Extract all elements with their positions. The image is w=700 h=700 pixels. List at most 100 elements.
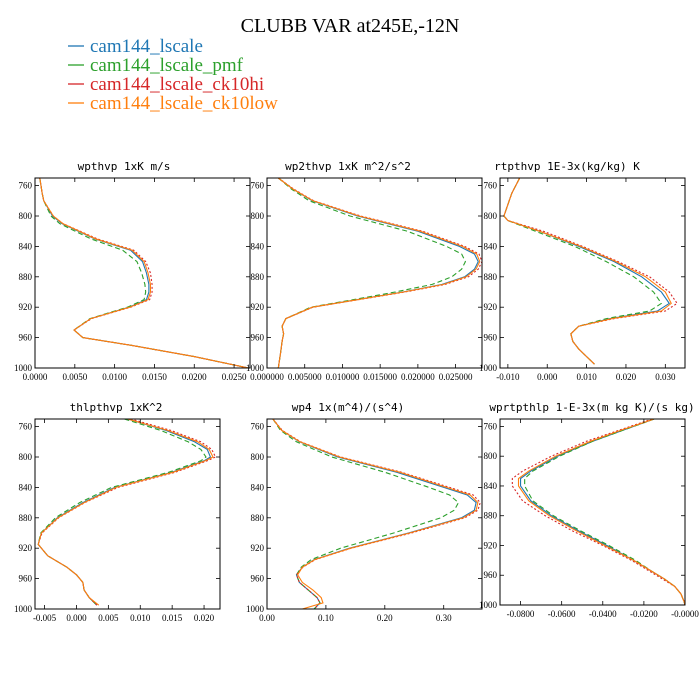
x-tick-label: -0.0200 xyxy=(630,609,658,619)
x-tick-label: 0.10 xyxy=(318,613,334,623)
x-tick-label: -0.0000 xyxy=(671,609,699,619)
x-tick-label: 0.010 xyxy=(576,372,597,382)
y-tick-label: 960 xyxy=(251,574,265,584)
y-tick-label: 840 xyxy=(484,241,498,251)
x-tick-label: -0.010 xyxy=(496,372,520,382)
y-tick-label: 800 xyxy=(251,452,265,462)
x-tick-label: 0.015000 xyxy=(363,372,397,382)
y-tick-label: 800 xyxy=(484,211,498,221)
y-tick-label: 960 xyxy=(19,574,33,584)
panel-title: wp2thvp 1xK m^2/s^2 xyxy=(285,160,411,173)
y-tick-label: 920 xyxy=(251,302,265,312)
x-tick-label: 0.010000 xyxy=(326,372,360,382)
x-tick-label: 0.020000 xyxy=(401,372,435,382)
plot-frame xyxy=(34,418,221,610)
y-tick-label: 1000 xyxy=(479,363,498,373)
y-tick-label: 960 xyxy=(484,333,498,343)
series-group xyxy=(39,178,249,368)
y-tick-label: 920 xyxy=(19,302,33,312)
series-line-4 xyxy=(503,178,672,365)
x-tick-label: 0.0000 xyxy=(23,372,48,382)
y-tick-label: 1000 xyxy=(14,604,33,614)
plot-frame xyxy=(499,418,686,606)
panel-3: rtpthvp 1E-3x(kg/kg) K 760 800 840 880 920 960… xyxy=(479,160,686,382)
y-tick-label: 1000 xyxy=(246,604,265,614)
series-line-2 xyxy=(272,419,460,609)
x-tick-label: 0.030 xyxy=(655,372,676,382)
series-group xyxy=(511,419,685,605)
figure-title: CLUBB VAR at245E,-12N xyxy=(241,15,460,37)
series-line-3 xyxy=(511,419,685,605)
y-tick-label: 920 xyxy=(484,302,498,312)
y-tick-label: 840 xyxy=(484,481,498,491)
y-tick-label: 840 xyxy=(251,482,265,492)
y-tick-label: 760 xyxy=(19,422,33,432)
series-line-1 xyxy=(39,178,249,368)
panel-title: rtpthvp 1E-3x(kg/kg) K xyxy=(494,160,640,173)
legend: cam144_lscalecam144_lscale_pmfcam144_lsc… xyxy=(68,36,278,114)
y-tick-label: 920 xyxy=(251,543,265,553)
x-tick-label: 0.025000 xyxy=(439,372,473,382)
series-line-2 xyxy=(277,178,467,368)
x-tick-label: 0.000000 xyxy=(250,372,284,382)
series-group xyxy=(503,178,678,365)
y-tick-label: 880 xyxy=(484,272,498,282)
x-tick-label: 0.00 xyxy=(259,613,275,623)
panel-title: wpthvp 1xK m/s xyxy=(78,160,171,173)
y-tick-label: 920 xyxy=(19,543,33,553)
y-tick-label: 960 xyxy=(19,333,33,343)
x-tick-label: -0.005 xyxy=(33,613,57,623)
legend-label: cam144_lscale_ck10hi xyxy=(90,74,264,95)
y-tick-label: 760 xyxy=(251,422,265,432)
y-tick-label: 840 xyxy=(19,482,33,492)
y-tick-label: 920 xyxy=(484,540,498,550)
x-tick-label: 0.015 xyxy=(162,613,183,623)
series-group xyxy=(272,419,481,609)
y-tick-label: 800 xyxy=(251,211,265,221)
legend-label: cam144_lscale xyxy=(90,36,203,57)
y-tick-label: 1000 xyxy=(246,363,265,373)
series-line-3 xyxy=(272,419,481,609)
x-tick-label: 0.0050 xyxy=(62,372,87,382)
series-group xyxy=(37,419,217,606)
series-line-3 xyxy=(277,178,482,368)
y-tick-label: 880 xyxy=(484,511,498,521)
legend-label: cam144_lscale_ck10low xyxy=(90,93,278,114)
x-tick-label: 0.000 xyxy=(537,372,558,382)
panel-title: thlpthvp 1xK^2 xyxy=(70,401,163,414)
series-line-1 xyxy=(272,419,477,609)
series-line-4 xyxy=(39,178,249,368)
x-tick-label: 0.010 xyxy=(130,613,151,623)
x-tick-label: 0.20 xyxy=(377,613,393,623)
y-tick-label: 1000 xyxy=(14,363,33,373)
y-tick-label: 760 xyxy=(484,181,498,191)
plot-frame xyxy=(499,177,686,369)
series-line-1 xyxy=(277,178,479,368)
plot-frame xyxy=(266,177,483,369)
series-line-2 xyxy=(524,419,685,605)
panel-title: wprtpthlp 1-E-3x(m kg K)/(s kg) xyxy=(489,401,694,414)
series-line-2 xyxy=(37,419,207,606)
y-tick-label: 800 xyxy=(484,451,498,461)
series-line-4 xyxy=(277,178,481,368)
series-line-4 xyxy=(272,419,479,609)
y-tick-label: 800 xyxy=(19,211,33,221)
panel-1: wpthvp 1xK m/s76080084088092096010000.00… xyxy=(14,160,251,382)
x-tick-label: 0.020 xyxy=(194,613,215,623)
y-tick-label: 880 xyxy=(19,513,33,523)
y-tick-label: 960 xyxy=(484,570,498,580)
plot-frame xyxy=(266,418,483,610)
x-tick-label: 0.0200 xyxy=(182,372,207,382)
x-tick-label: 0.020 xyxy=(616,372,637,382)
y-tick-label: 760 xyxy=(251,181,265,191)
y-tick-label: 840 xyxy=(251,241,265,251)
series-line-1 xyxy=(37,419,212,606)
x-tick-label: -0.0400 xyxy=(589,609,617,619)
y-tick-label: 880 xyxy=(251,513,265,523)
y-tick-label: 840 xyxy=(19,241,33,251)
y-tick-label: 760 xyxy=(19,181,33,191)
y-tick-label: 800 xyxy=(19,452,33,462)
x-tick-label: -0.0800 xyxy=(507,609,535,619)
x-tick-label: 0.000 xyxy=(66,613,87,623)
